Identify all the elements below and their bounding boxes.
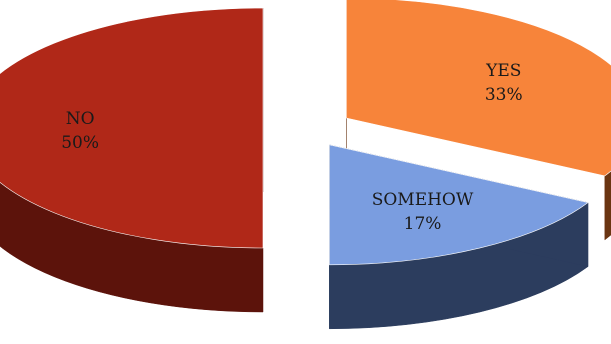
pie-value-no: 50% xyxy=(61,133,99,153)
pie-label-somehow: SOMEHOW xyxy=(372,190,474,210)
slice-labels: YES 33% SOMEHOW 17% NO 50% xyxy=(61,61,522,234)
pie-label-yes: YES xyxy=(485,61,521,81)
pie-side-yes xyxy=(604,170,611,241)
pie-slice-somehow xyxy=(329,144,589,266)
pie-label-no: NO xyxy=(66,109,95,129)
pie-value-yes: 33% xyxy=(485,85,523,105)
pie-value-somehow: 17% xyxy=(404,214,442,234)
pie-slice-no xyxy=(0,7,264,249)
slice-tops xyxy=(0,0,611,266)
pie-slice-yes xyxy=(346,0,611,177)
